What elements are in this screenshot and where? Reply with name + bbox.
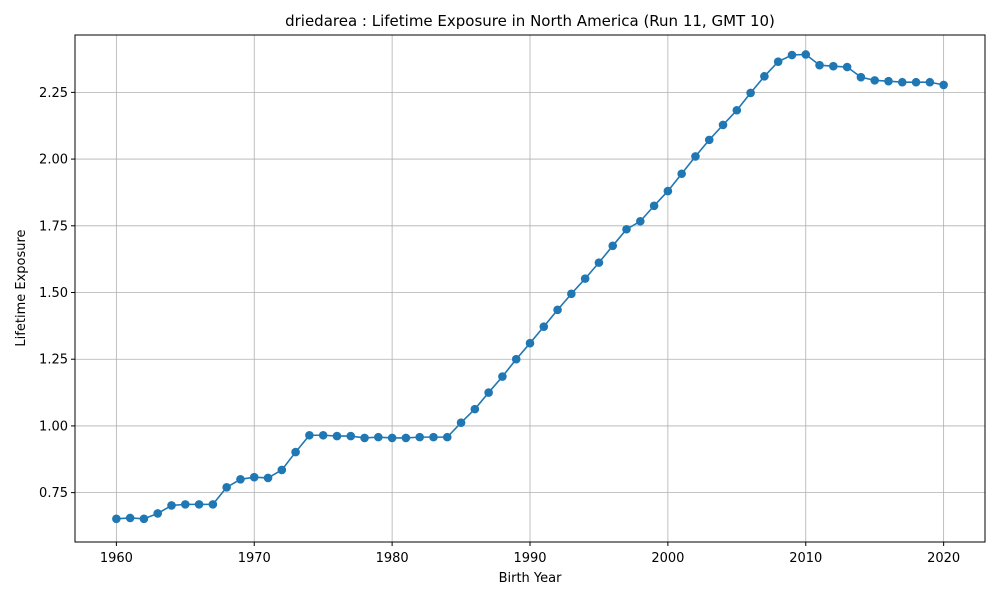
data-point xyxy=(663,186,673,196)
data-point xyxy=(208,500,218,509)
data-point xyxy=(318,430,328,440)
x-tick-label: 1980 xyxy=(376,551,409,566)
data-series xyxy=(112,50,948,524)
data-point xyxy=(636,216,645,226)
data-point xyxy=(456,418,466,428)
data-point xyxy=(249,472,259,482)
data-point xyxy=(608,241,618,251)
x-tick-label: 2000 xyxy=(651,551,684,566)
y-tick-label: 2.00 xyxy=(39,153,68,168)
axis-ticks: 1960 1970 1980 1990 2000 2010 2020 0.75 1.00 1.25… xyxy=(39,86,960,566)
data-point xyxy=(856,72,866,82)
data-point xyxy=(360,433,369,443)
data-point xyxy=(567,289,576,299)
data-point xyxy=(622,224,631,234)
data-point xyxy=(649,201,659,211)
data-point xyxy=(153,509,163,518)
data-point xyxy=(181,500,190,509)
x-tick-label: 2020 xyxy=(927,551,960,566)
data-point xyxy=(897,77,907,87)
data-point xyxy=(732,105,742,115)
data-point xyxy=(815,60,824,70)
data-point xyxy=(277,465,287,475)
data-point xyxy=(691,152,700,161)
y-tick-label: 1.00 xyxy=(39,419,68,434)
data-point xyxy=(484,388,493,397)
data-point xyxy=(884,76,893,86)
data-point xyxy=(842,62,852,72)
data-point xyxy=(553,305,562,315)
data-point xyxy=(801,50,811,59)
x-tick-label: 1960 xyxy=(100,551,133,566)
data-point xyxy=(291,447,300,457)
data-point xyxy=(870,76,879,85)
data-point xyxy=(704,135,714,145)
x-tick-label: 1990 xyxy=(513,551,546,566)
data-point xyxy=(139,514,149,524)
grid-lines xyxy=(75,35,985,542)
y-tick-label: 1.75 xyxy=(39,219,68,234)
data-point xyxy=(829,61,838,71)
data-point xyxy=(263,473,273,483)
data-point xyxy=(746,88,755,98)
data-point xyxy=(787,50,797,60)
data-point xyxy=(429,432,438,442)
data-point xyxy=(760,72,769,81)
data-point xyxy=(498,372,507,381)
data-point xyxy=(112,514,121,524)
chart-title: driedarea : Lifetime Exposure in North A… xyxy=(285,12,775,30)
data-point xyxy=(442,432,452,442)
data-point xyxy=(594,258,604,267)
data-point xyxy=(305,430,314,440)
data-point xyxy=(194,500,204,509)
data-point xyxy=(415,432,424,442)
data-point xyxy=(346,431,356,441)
data-point xyxy=(401,433,411,443)
data-point xyxy=(125,513,135,523)
data-point xyxy=(236,474,245,484)
y-tick-label: 1.25 xyxy=(39,353,68,368)
x-axis-title: Birth Year xyxy=(499,571,563,586)
data-point xyxy=(580,274,590,283)
x-tick-label: 1970 xyxy=(238,551,271,566)
data-point xyxy=(525,338,535,348)
x-tick-label: 2010 xyxy=(789,551,822,566)
y-tick-label: 2.25 xyxy=(39,86,68,101)
data-point xyxy=(374,432,383,442)
y-axis-title: Lifetime Exposure xyxy=(14,229,29,346)
data-point xyxy=(718,120,728,130)
data-point xyxy=(470,404,480,414)
data-point xyxy=(925,77,935,87)
data-point xyxy=(511,354,521,364)
data-point xyxy=(167,501,176,510)
data-point xyxy=(939,80,948,90)
data-point xyxy=(677,169,686,179)
data-point xyxy=(773,57,783,66)
data-point xyxy=(911,77,921,87)
data-point xyxy=(332,431,342,441)
data-point xyxy=(222,482,231,492)
data-point xyxy=(539,322,549,331)
y-tick-label: 1.50 xyxy=(39,286,68,301)
y-tick-label: 0.75 xyxy=(39,486,68,501)
data-point xyxy=(387,433,397,443)
